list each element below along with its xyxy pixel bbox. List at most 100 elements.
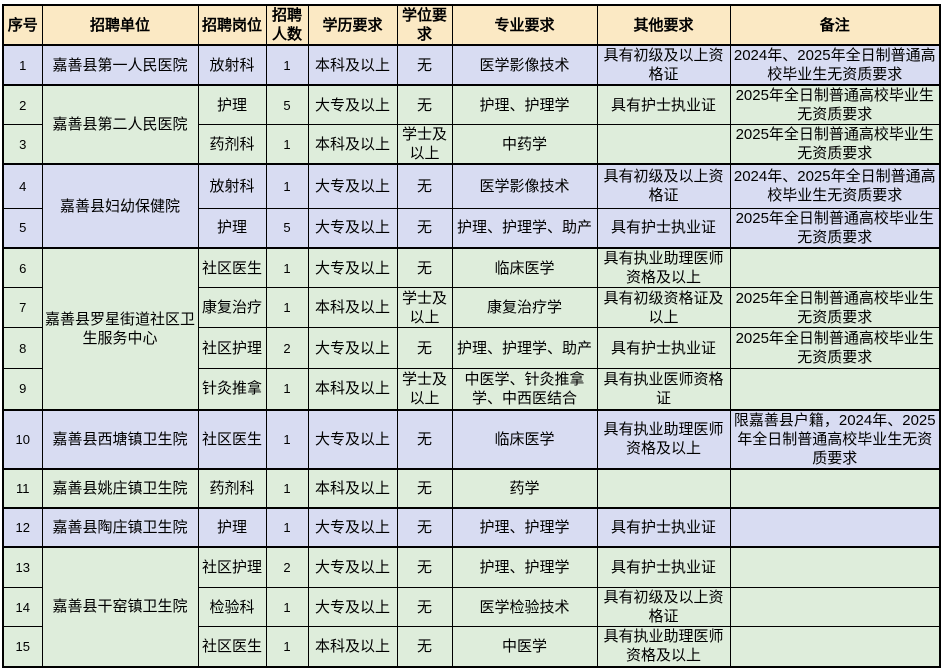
cell-note: 2025年全日制普通高校毕业生无资质要求 [729, 287, 941, 328]
cell-degree: 无 [396, 44, 453, 86]
cell-major: 临床医学 [451, 247, 598, 288]
table-row: 2 嘉善县第二人民医院 护理 5 大专及以上无护理、护理学 具有护士执业证 2025年全日制… [2, 84, 941, 165]
cell-major: 医学影像技术 [451, 44, 598, 86]
cell-education: 大专及以上 [307, 506, 398, 547]
cell-count: 1 [265, 247, 309, 288]
col-header-position: 招聘岗位 [197, 4, 267, 46]
cell-education: 本科及以上 [307, 124, 398, 165]
cell-degree: 无 [396, 545, 453, 588]
cell-seq: 14 [2, 587, 43, 627]
cell-note [729, 467, 941, 508]
cell-degree: 无 [396, 84, 453, 125]
cell-seq: 12 [2, 506, 43, 547]
cell-other: 具有初级及以上资格证 [596, 587, 731, 627]
cell-position: 放射科 [197, 44, 267, 86]
cell-note: 2025年全日制普通高校毕业生无资质要求 [729, 207, 941, 249]
cell-unit: 嘉善县干窑镇卫生院 [41, 545, 199, 667]
cell-note: 2024年、2025年全日制普通高校毕业生无资质要求 [729, 163, 941, 209]
cell-other: 具有初级及以上资格证 [596, 163, 731, 209]
cell-count: 1 [265, 587, 309, 627]
cell-position: 检验科 [197, 587, 267, 627]
cell-major: 中医学、针灸推拿学、中西医结合 [451, 368, 598, 410]
cell-position: 社区医生 [197, 626, 267, 667]
cell-degree: 学士及以上 [396, 124, 453, 165]
cell-count: 1 [265, 287, 309, 328]
cell-unit: 嘉善县西塘镇卫生院 [41, 408, 199, 469]
cell-degree: 学士及以上 [396, 368, 453, 410]
col-header-other: 其他要求 [596, 4, 731, 46]
table-row: 11 嘉善县姚庄镇卫生院 药剂科 1 本科及以上无药学 [2, 467, 941, 508]
cell-note: 限嘉善县户籍，2024年、2025年全日制普通高校毕业生无资质要求 [729, 408, 941, 469]
cell-position: 护理 [197, 207, 267, 249]
header-row: 序号 招聘单位 招聘岗位 招聘人数 学历要求 学位要求 专业要求 其他要求 备注 [2, 4, 941, 46]
cell-education: 大专及以上 [307, 163, 398, 209]
cell-position: 社区医生 [197, 247, 267, 288]
cell-degree: 无 [396, 207, 453, 249]
cell-position: 护理 [197, 506, 267, 547]
cell-position: 康复治疗 [197, 287, 267, 328]
cell-count: 1 [265, 124, 309, 165]
cell-education: 本科及以上 [307, 626, 398, 667]
cell-unit: 嘉善县姚庄镇卫生院 [41, 467, 199, 508]
cell-education: 大专及以上 [307, 84, 398, 125]
cell-unit: 嘉善县罗星街道社区卫生服务中心 [41, 247, 199, 410]
cell-other: 具有执业医师资格证 [596, 368, 731, 410]
cell-seq: 4 [2, 163, 43, 209]
col-header-seq: 序号 [2, 4, 43, 46]
cell-count: 1 [265, 626, 309, 667]
cell-position: 药剂科 [197, 124, 267, 165]
cell-note [729, 545, 941, 588]
cell-position: 药剂科 [197, 467, 267, 508]
cell-count: 1 [265, 467, 309, 508]
col-header-count: 招聘人数 [265, 4, 309, 46]
cell-position: 社区护理 [197, 327, 267, 369]
cell-note: 2025年全日制普通高校毕业生无资质要求 [729, 84, 941, 125]
col-header-note: 备注 [729, 4, 941, 46]
cell-degree: 无 [396, 327, 453, 369]
cell-seq: 9 [2, 368, 43, 410]
cell-major: 医学检验技术 [451, 587, 598, 627]
col-header-major: 专业要求 [451, 4, 598, 46]
table-row: 1 嘉善县第一人民医院 放射科 1 本科及以上无医学影像技术 具有初级及以上资格证 2024… [2, 44, 941, 86]
cell-count: 2 [265, 327, 309, 369]
cell-other: 具有护士执业证 [596, 506, 731, 547]
cell-seq: 5 [2, 207, 43, 249]
cell-count: 5 [265, 84, 309, 125]
cell-seq: 11 [2, 467, 43, 508]
cell-unit: 嘉善县陶庄镇卫生院 [41, 506, 199, 547]
cell-degree: 无 [396, 626, 453, 667]
cell-education: 本科及以上 [307, 368, 398, 410]
table-row: 6 嘉善县罗星街道社区卫生服务中心 社区医生 1 大专及以上无临床医学 具有执业助理医师资… [2, 247, 941, 410]
cell-other [596, 467, 731, 508]
cell-education: 大专及以上 [307, 545, 398, 588]
cell-major: 医学影像技术 [451, 163, 598, 209]
cell-major: 中医学 [451, 626, 598, 667]
cell-education: 大专及以上 [307, 207, 398, 249]
cell-seq: 7 [2, 287, 43, 328]
cell-other: 具有护士执业证 [596, 327, 731, 369]
cell-count: 1 [265, 368, 309, 410]
cell-other: 具有执业助理医师资格及以上 [596, 247, 731, 288]
cell-other: 具有执业助理医师资格及以上 [596, 408, 731, 469]
cell-note [729, 247, 941, 288]
cell-note [729, 368, 941, 410]
table-row: 12 嘉善县陶庄镇卫生院 护理 1 大专及以上无护理、护理学 具有护士执业证 [2, 506, 941, 547]
cell-major: 护理、护理学 [451, 506, 598, 547]
cell-education: 大专及以上 [307, 587, 398, 627]
table-row: 13 嘉善县干窑镇卫生院 社区护理 2 大专及以上无护理、护理学 具有护士执业证 [2, 545, 941, 667]
table-row: 15 社区医生 1 本科及以上无中医学 具有执业助理医师资格及以上 [2, 626, 941, 667]
cell-note: 2025年全日制普通高校毕业生无资质要求 [729, 327, 941, 369]
cell-education: 大专及以上 [307, 327, 398, 369]
cell-major: 康复治疗学 [451, 287, 598, 328]
cell-count: 5 [265, 207, 309, 249]
cell-major: 护理、护理学 [451, 545, 598, 588]
table-row: 3 药剂科 1 本科及以上 学士及以上 中药学 2025年全日制普通高校毕业生无资质要求 [2, 124, 941, 165]
cell-note: 2025年全日制普通高校毕业生无资质要求 [729, 124, 941, 165]
cell-education: 本科及以上 [307, 287, 398, 328]
cell-count: 2 [265, 545, 309, 588]
cell-major: 药学 [451, 467, 598, 508]
cell-education: 本科及以上 [307, 44, 398, 86]
cell-position: 社区护理 [197, 545, 267, 588]
cell-education: 本科及以上 [307, 467, 398, 508]
table-row: 9 针灸推拿 1 本科及以上 学士及以上 中医学、针灸推拿学、中西医结合 具有执业医师资格证 [2, 368, 941, 410]
